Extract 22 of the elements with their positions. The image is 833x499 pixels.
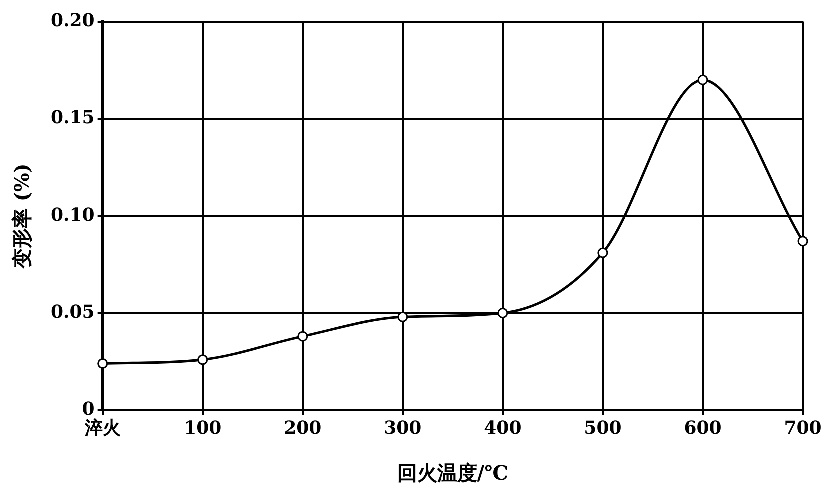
y-axis-title: 变形率 (%) [10,164,34,270]
y-tick-label: 0.05 [50,302,95,323]
y-tick-label: 0.15 [50,108,95,129]
x-tick-label: 700 [784,418,822,439]
x-axis-title: 回火温度/℃ [397,461,509,486]
point [198,354,208,366]
point [98,358,108,370]
x-tick-label: 400 [484,418,522,439]
point [298,331,308,342]
x-tick-label: 100 [184,418,222,439]
point [398,312,408,322]
x-tick-label: 600 [684,418,722,439]
x-tick-label: 淬火 [84,418,122,439]
point [598,248,608,258]
point [498,308,508,318]
x-tick-label: 500 [584,418,622,439]
x-tick-label: 300 [384,418,422,439]
point [698,74,708,86]
point [798,236,808,247]
y-tick-label: 0.10 [50,204,95,226]
y-tick-label: 0.20 [50,10,95,32]
x-tick-label: 200 [284,418,322,439]
